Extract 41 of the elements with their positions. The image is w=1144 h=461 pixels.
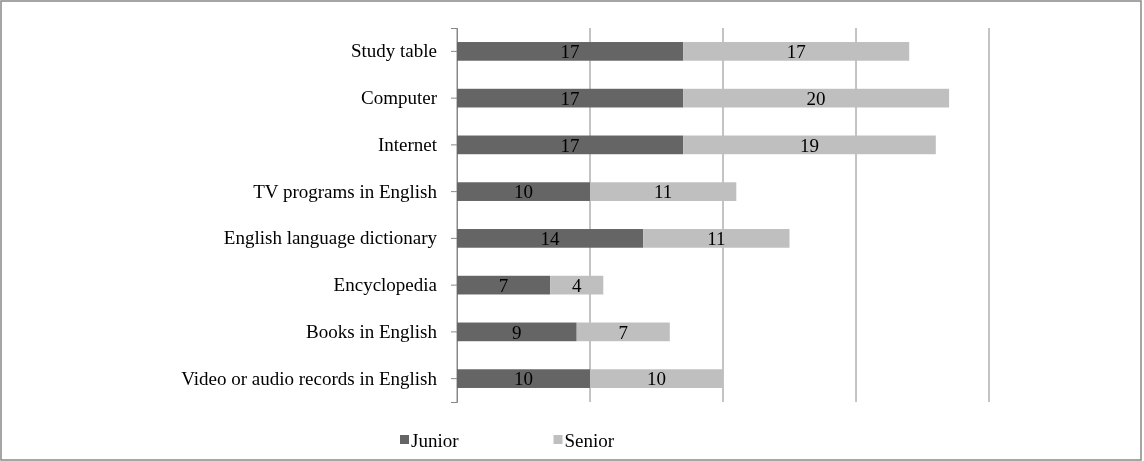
data-label: 10 — [647, 368, 666, 390]
bar — [457, 42, 684, 61]
bar — [457, 182, 590, 201]
bar — [683, 88, 950, 108]
y-tick-label: Study table — [350, 40, 437, 62]
bar — [576, 322, 670, 342]
bar — [457, 135, 684, 155]
data-label: 11 — [654, 181, 673, 203]
data-label: 4 — [571, 274, 582, 296]
y-tick-label: Internet — [377, 133, 438, 155]
legend-label: Junior — [411, 429, 460, 451]
bar — [457, 229, 644, 248]
data-label: 10 — [514, 368, 533, 390]
y-tick-label: Books in English — [306, 320, 438, 342]
data-label: 14 — [540, 228, 561, 250]
data-label: 17 — [786, 41, 806, 63]
bar — [457, 369, 590, 388]
bar — [683, 42, 910, 61]
data-label: 9 — [512, 321, 522, 343]
data-label: 17 — [560, 87, 580, 109]
bar — [683, 135, 936, 155]
data-label: 17 — [560, 41, 580, 63]
bar — [590, 369, 723, 388]
y-tick-label: Video or audio records in English — [181, 367, 438, 389]
bar — [457, 275, 551, 295]
data-label: 17 — [560, 134, 580, 156]
data-label: 11 — [707, 228, 726, 250]
data-label: 7 — [498, 274, 509, 296]
y-tick-label: English language dictionary — [223, 227, 438, 249]
bar — [457, 88, 684, 108]
data-label: 20 — [806, 87, 826, 109]
data-label: 10 — [514, 181, 533, 203]
y-tick-label: TV programs in English — [253, 180, 438, 202]
y-tick-label: Encyclopedia — [333, 274, 438, 296]
bar — [457, 322, 577, 342]
y-tick-label: Computer — [361, 87, 438, 109]
bar — [643, 229, 790, 248]
legend-label: Senior — [564, 429, 615, 451]
data-label: 19 — [799, 134, 819, 156]
bar — [590, 182, 737, 201]
data-label: 7 — [618, 321, 628, 343]
